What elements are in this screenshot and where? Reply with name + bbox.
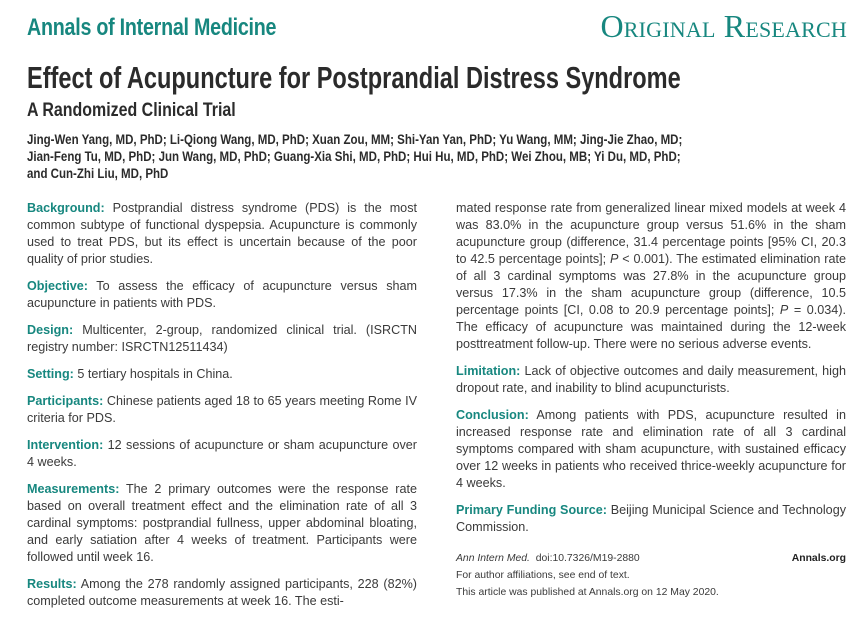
article-title: Effect of Acupuncture for Postprandial D… bbox=[27, 60, 681, 95]
section-text: Chinese patients aged 18 to 65 years mee… bbox=[27, 394, 417, 425]
section-label: Limitation: bbox=[456, 364, 521, 378]
section-text: Beijing Municipal Science and Tech­nolog… bbox=[456, 503, 846, 534]
section-text: The 2 primary outcomes were the response… bbox=[27, 482, 417, 564]
section-text: mated response rate from generalized lin… bbox=[456, 201, 846, 266]
abstract-results: Results: Among the 278 randomly assigned… bbox=[27, 576, 417, 610]
section-text: = 0.034). The efficacy of acupuncture wa… bbox=[456, 303, 847, 351]
section-text: Among patients with PDS, acupuncture res… bbox=[456, 408, 846, 490]
abstract-setting: Setting: 5 tertiary hospitals in China. bbox=[27, 366, 417, 383]
abstract-objective: Objective: To assess the efficacy of acu… bbox=[27, 278, 417, 312]
section-text: < 0.001). The esti­mated elimination rat… bbox=[456, 252, 846, 317]
abstract-background: Background: Postprandial distress syndro… bbox=[27, 200, 417, 268]
abstract-limitation: Limitation: Lack of objective outcomes a… bbox=[456, 363, 846, 397]
doi[interactable]: doi:10.7326/M19-2880 bbox=[529, 553, 640, 564]
abstract-design: Design: Multicenter, 2-group, randomized… bbox=[27, 322, 417, 356]
p-value-label: P bbox=[779, 303, 789, 317]
section-text: 5 tertiary hospitals in China. bbox=[73, 367, 233, 381]
citation-footer: Ann Intern Med. doi:10.7326/M19-2880 Ann… bbox=[456, 550, 846, 601]
affiliations-note: For author affiliations, see end of text… bbox=[456, 570, 630, 581]
abstract-measurements: Measurements: The 2 primary outcomes wer… bbox=[27, 481, 417, 566]
section-label: Results: bbox=[27, 577, 77, 591]
abstract-conclusion: Conclusion: Among patients with PDS, acu… bbox=[456, 407, 846, 492]
citation-row: Ann Intern Med. doi:10.7326/M19-2880 Ann… bbox=[456, 550, 846, 567]
author-list: Jing-Wen Yang, MD, PhD; Li-Qiong Wang, M… bbox=[27, 131, 682, 182]
author-line: Jing-Wen Yang, MD, PhD; Li-Qiong Wang, M… bbox=[27, 132, 683, 147]
section-label: Objective: bbox=[27, 279, 88, 293]
section-label: Participants: bbox=[27, 394, 104, 408]
citation-line: Ann Intern Med. doi:10.7326/M19-2880 bbox=[456, 550, 640, 567]
section-text: Postprandial distress syndrome (PDS) is … bbox=[27, 201, 417, 266]
article-subtitle: A Randomized Clinical Trial bbox=[27, 100, 236, 121]
abstract-intervention: Intervention: 12 sessions of acupuncture… bbox=[27, 437, 417, 471]
abstract-funding: Primary Funding Source: Beijing Municipa… bbox=[456, 502, 846, 536]
section-text: Lack of objective outcomes and daily mea… bbox=[456, 364, 846, 395]
section-text: To assess the efficacy of acupuncture ve… bbox=[27, 279, 417, 310]
section-text: 12 sessions of acupuncture or sham acupu… bbox=[27, 438, 417, 469]
author-line: and Cun-Zhi Liu, MD, PhD bbox=[27, 166, 169, 181]
journal-abbrev: Ann Intern Med. bbox=[456, 553, 530, 564]
article-type: Original Research bbox=[600, 8, 847, 44]
section-text: Among the 278 randomly assigned particip… bbox=[27, 577, 417, 608]
abstract-participants: Participants: Chinese patients aged 18 t… bbox=[27, 393, 417, 427]
section-label: Design: bbox=[27, 323, 74, 337]
section-text: Multicenter, 2-group, randomized clinica… bbox=[27, 323, 417, 354]
abstract-results-continued: mated response rate from generalized lin… bbox=[456, 200, 846, 353]
author-line: Jian-Feng Tu, MD, PhD; Jun Wang, MD, PhD… bbox=[27, 149, 681, 164]
section-label: Primary Funding Source: bbox=[456, 503, 607, 517]
journal-name: Annals of Internal Medicine bbox=[27, 14, 277, 41]
abstract-right-column: mated response rate from generalized lin… bbox=[456, 200, 846, 601]
abstract-left-column: Background: Postprandial distress syndro… bbox=[27, 200, 417, 620]
section-label: Setting: bbox=[27, 367, 74, 381]
section-label: Measurements: bbox=[27, 482, 120, 496]
site-link[interactable]: Annals.org bbox=[791, 553, 846, 564]
section-label: Intervention: bbox=[27, 438, 104, 452]
p-value-label: P bbox=[610, 252, 619, 266]
published-note: This article was published at Annals.org… bbox=[456, 587, 719, 598]
section-label: Background: bbox=[27, 201, 105, 215]
section-label: Conclusion: bbox=[456, 408, 529, 422]
